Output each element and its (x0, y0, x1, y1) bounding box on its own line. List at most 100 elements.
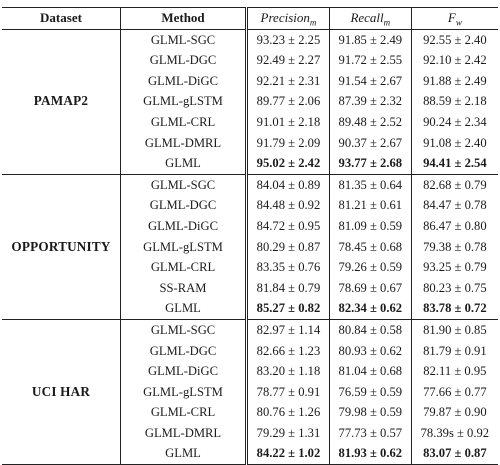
fw-cell: 78.39s ± 0.92 (420, 425, 490, 440)
method-cell: GLML-DGC (120, 340, 248, 362)
precision-cell: 92.21 ± 2.31 (246, 70, 330, 92)
dataset-cell: PAMAP2 (2, 29, 121, 175)
table-row: PAMAP2 GLML-SGC 93.23 ± 2.25 91.85 ± 2.49 92… (2, 29, 498, 175)
header-precision-text: Precision (260, 10, 310, 25)
recall-cell: 79.26 ± 0.59 (329, 257, 412, 278)
recall-cell: 78.45 ± 0.68 (329, 236, 412, 258)
precision-cell: 82.66 ± 1.23 (246, 340, 330, 362)
fw-cell: 92.10 ± 2.42 (423, 53, 487, 68)
method-cell: GLML-DGC (120, 195, 248, 216)
method-cell: GLML-DMRL (120, 422, 248, 444)
recall-cell: 81.09 ± 0.59 (329, 215, 412, 237)
precision-cell: 92.49 ± 2.27 (246, 50, 330, 71)
method-cell: GLML-DiGC (120, 361, 248, 382)
precision-cell: 78.77 ± 0.91 (246, 381, 330, 403)
fw-cell: 91.08 ± 2.40 (423, 135, 487, 150)
precision-cell: 95.02 ± 2.42 (246, 153, 330, 175)
recall-cell: 87.39 ± 2.32 (329, 91, 412, 112)
method-cell: GLML-gLSTM (120, 91, 248, 112)
fw-cell: 83.78 ± 0.72 (411, 298, 498, 320)
table-row: GLML 95.02 ± 2.42 93.77 ± 2.68 94.41 ± 2.54 (2, 153, 498, 175)
method-cell: GLML-SGC (120, 29, 248, 51)
precision-cell: 83.35 ± 0.76 (246, 257, 330, 278)
method-cell: GLML-DiGC (120, 215, 248, 237)
method-cell: GLML-gLSTM (120, 236, 248, 258)
method-cell: GLML-CRL (120, 257, 248, 278)
precision-cell: 80.76 ± 1.26 (246, 402, 330, 423)
dataset-label: UCI HAR (31, 383, 91, 399)
fw-cell: 81.79 ± 0.91 (423, 343, 487, 358)
fw-cell: 80.23 ± 0.75 (423, 280, 487, 295)
table-row: GLML-DiGC 92.21 ± 2.31 91.54 ± 2.67 91.88 ±… (2, 70, 498, 92)
precision-cell: 85.27 ± 0.82 (246, 298, 330, 320)
header-recall: Recallm (329, 7, 412, 30)
precision-cell: 84.48 ± 0.92 (246, 195, 330, 216)
fw-cell: 90.24 ± 2.34 (423, 114, 487, 129)
recall-cell: 82.34 ± 0.62 (329, 298, 412, 320)
header-recall-sub: m (383, 17, 391, 28)
fw-cell: 79.87 ± 0.90 (423, 405, 487, 420)
method-cell: GLML-CRL (120, 402, 248, 423)
method-cell: GLML-gLSTM (120, 381, 248, 403)
recall-cell: 81.93 ± 0.62 (329, 443, 412, 465)
precision-cell: 83.20 ± 1.18 (246, 361, 330, 382)
fw-cell: 82.11 ± 0.95 (423, 364, 487, 379)
header-precision-sub: m (309, 17, 317, 28)
table-row: GLML-gLSTM 80.29 ± 0.87 78.45 ± 0.68 79.38 … (2, 236, 498, 258)
table-row: GLML-gLSTM 89.77 ± 2.06 87.39 ± 2.32 88.59 … (2, 91, 498, 112)
fw-cell: 91.88 ± 2.49 (423, 73, 487, 88)
method-cell: GLML-DiGC (120, 70, 248, 92)
recall-cell: 81.21 ± 0.61 (329, 195, 412, 216)
header-fw-sub: w (455, 17, 462, 28)
recall-cell: 81.35 ± 0.64 (329, 174, 412, 196)
fw-cell: 79.38 ± 0.78 (423, 239, 487, 254)
method-cell: GLML-DGC (120, 50, 248, 71)
method-cell: GLML-DMRL (120, 132, 248, 154)
recall-cell: 91.85 ± 2.49 (329, 29, 412, 51)
dataset-cell: OPPORTUNITY (2, 174, 121, 320)
recall-cell: 91.54 ± 2.67 (329, 70, 412, 92)
fw-cell: 84.47 ± 0.78 (423, 198, 487, 213)
table-row: GLML 85.27 ± 0.82 82.34 ± 0.62 83.78 ± 0.72 (2, 298, 498, 320)
fw-cell: 92.55 ± 2.40 (423, 32, 487, 47)
dataset-label: OPPORTUNITY (11, 238, 111, 254)
table-row: GLML-DiGC 83.20 ± 1.18 81.04 ± 0.68 82.11 ±… (2, 361, 498, 382)
header-fw-text: F (447, 10, 456, 25)
table-row: GLML-CRL 83.35 ± 0.76 79.26 ± 0.59 93.25 ± … (2, 257, 498, 278)
method-cell: GLML (120, 443, 248, 465)
recall-cell: 91.72 ± 2.55 (329, 50, 412, 71)
recall-cell: 81.04 ± 0.68 (329, 361, 412, 382)
method-cell: GLML (120, 298, 248, 320)
recall-cell: 89.48 ± 2.52 (329, 111, 412, 133)
header-fw: Fw (411, 7, 498, 30)
recall-cell: 78.69 ± 0.67 (329, 277, 412, 299)
method-cell: SS-RAM (120, 277, 248, 299)
fw-cell: 82.68 ± 0.79 (423, 177, 487, 192)
precision-cell: 81.84 ± 0.79 (246, 277, 330, 299)
table-row: GLML-DMRL 91.79 ± 2.09 90.37 ± 2.67 91.08 ±… (2, 132, 498, 154)
fw-cell: 86.47 ± 0.80 (423, 218, 487, 233)
dataset-cell: UCI HAR (2, 319, 121, 465)
precision-cell: 84.04 ± 0.89 (246, 174, 330, 196)
precision-cell: 79.29 ± 1.31 (246, 422, 330, 444)
precision-cell: 91.01 ± 2.18 (246, 111, 330, 133)
recall-cell: 90.37 ± 2.67 (329, 132, 412, 154)
header-row: Dataset Method Precisionm Recallm Fw (2, 7, 498, 30)
table-row: OPPORTUNITY GLML-SGC 84.04 ± 0.89 81.35 ± 0… (2, 174, 498, 320)
fw-cell: 77.66 ± 0.77 (423, 384, 487, 399)
table-row: GLML-CRL 91.01 ± 2.18 89.48 ± 2.52 90.24 ± … (2, 111, 498, 133)
precision-cell: 82.97 ± 1.14 (246, 319, 330, 341)
precision-cell: 89.77 ± 2.06 (246, 91, 330, 112)
recall-cell: 77.73 ± 0.57 (329, 422, 412, 444)
method-cell: GLML-CRL (120, 111, 248, 133)
recall-cell: 80.93 ± 0.62 (329, 340, 412, 362)
results-body: PAMAP2 GLML-SGC 93.23 ± 2.25 91.85 ± 2.49 92… (2, 29, 498, 465)
dataset-label: PAMAP2 (33, 93, 89, 109)
precision-cell: 84.72 ± 0.95 (246, 215, 330, 237)
header-method: Method (120, 7, 248, 30)
table-row: GLML-gLSTM 78.77 ± 0.91 76.59 ± 0.59 77.66 … (2, 381, 498, 403)
fw-cell: 94.41 ± 2.54 (411, 153, 498, 175)
method-cell: GLML (120, 153, 248, 175)
precision-cell: 91.79 ± 2.09 (246, 132, 330, 154)
header-precision: Precisionm (246, 7, 330, 30)
